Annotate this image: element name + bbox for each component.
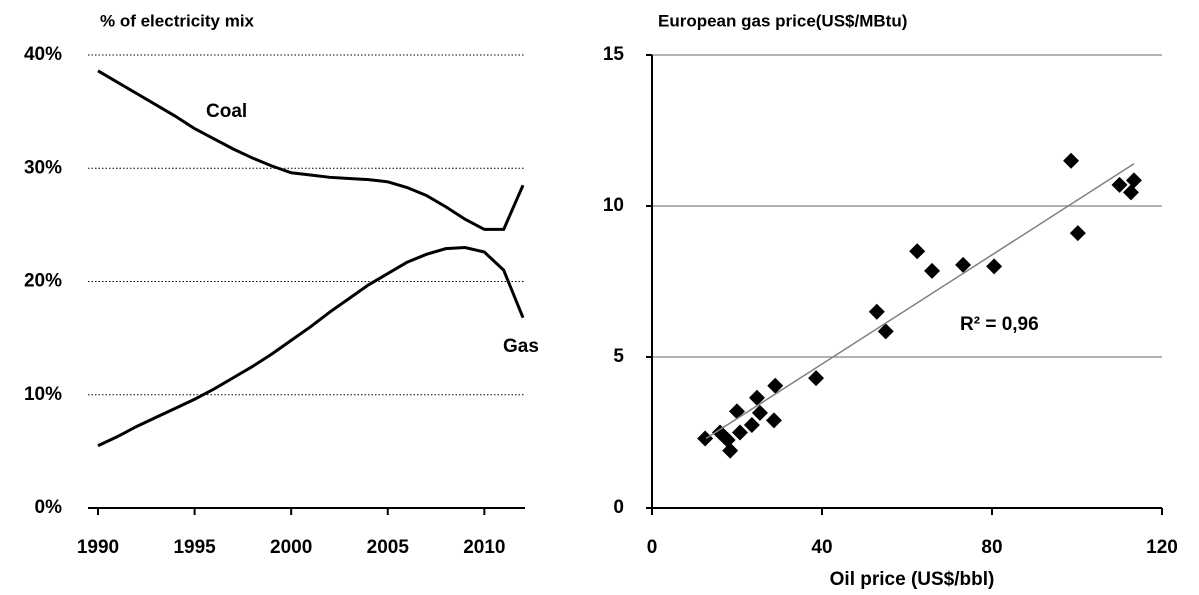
x-tick-label: 120 (1146, 537, 1178, 558)
point (868, 303, 885, 320)
point (751, 404, 768, 421)
point (1063, 152, 1080, 169)
point (765, 412, 782, 429)
y-tick-label: 30% (24, 157, 62, 178)
point (697, 430, 714, 447)
y-tick-label: 40% (24, 44, 62, 65)
y-tick-label: 20% (24, 271, 62, 292)
series-line (97, 246, 525, 448)
point (743, 416, 760, 433)
y-tick-label: 10 (603, 195, 624, 216)
series-label: Coal (206, 101, 247, 122)
x-tick-label: 80 (981, 537, 1002, 558)
point (924, 262, 941, 279)
x-tick-label: 1995 (173, 537, 216, 558)
y-tick-label: 0 (613, 497, 624, 518)
x-tick-label: 40 (811, 537, 832, 558)
point (1125, 172, 1142, 189)
point (955, 256, 972, 273)
chart-title: European gas price(US$/MBtu) (658, 11, 907, 30)
x-tick-label: 1990 (77, 537, 119, 558)
y-tick-label: 5 (613, 346, 624, 367)
y-tick-label: 15 (603, 44, 625, 65)
point (1122, 184, 1139, 201)
point (877, 323, 894, 340)
x-axis-label: Oil price (US$/bbl) (830, 569, 995, 590)
point (748, 389, 765, 406)
series-label: Gas (503, 336, 539, 357)
x-tick-label: 0 (647, 537, 658, 558)
x-tick-label: 2010 (463, 537, 505, 558)
annotation: R² = 0,96 (960, 314, 1039, 335)
point (729, 403, 745, 420)
point (722, 442, 739, 459)
point (1069, 225, 1086, 242)
point (909, 243, 926, 260)
x-tick-label: 2005 (367, 537, 410, 558)
trendline (705, 163, 1135, 440)
x-tick-label: 2000 (270, 537, 312, 558)
point (808, 370, 825, 387)
point (1111, 176, 1128, 193)
point (731, 424, 748, 441)
point (986, 258, 1003, 275)
point (767, 377, 784, 394)
y-tick-label: 10% (24, 384, 62, 405)
point (719, 432, 736, 449)
chart-title: % of electricity mix (100, 11, 255, 30)
y-tick-label: 0% (35, 497, 63, 518)
series-line (97, 69, 525, 231)
